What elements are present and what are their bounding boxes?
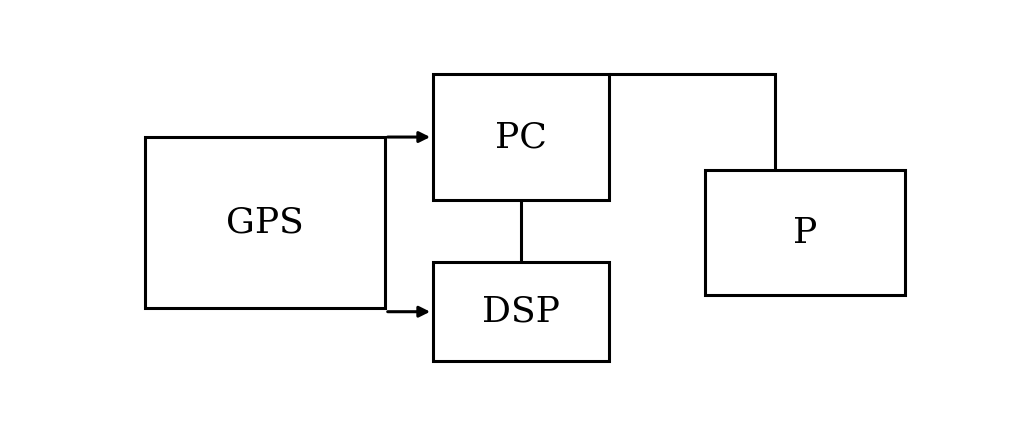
Polygon shape (433, 74, 609, 199)
Text: GPS: GPS (226, 206, 303, 240)
Text: PC: PC (495, 120, 547, 154)
Polygon shape (433, 262, 609, 361)
Text: P: P (793, 216, 817, 250)
Text: DSP: DSP (482, 295, 559, 329)
Polygon shape (144, 137, 385, 309)
Polygon shape (705, 170, 905, 295)
